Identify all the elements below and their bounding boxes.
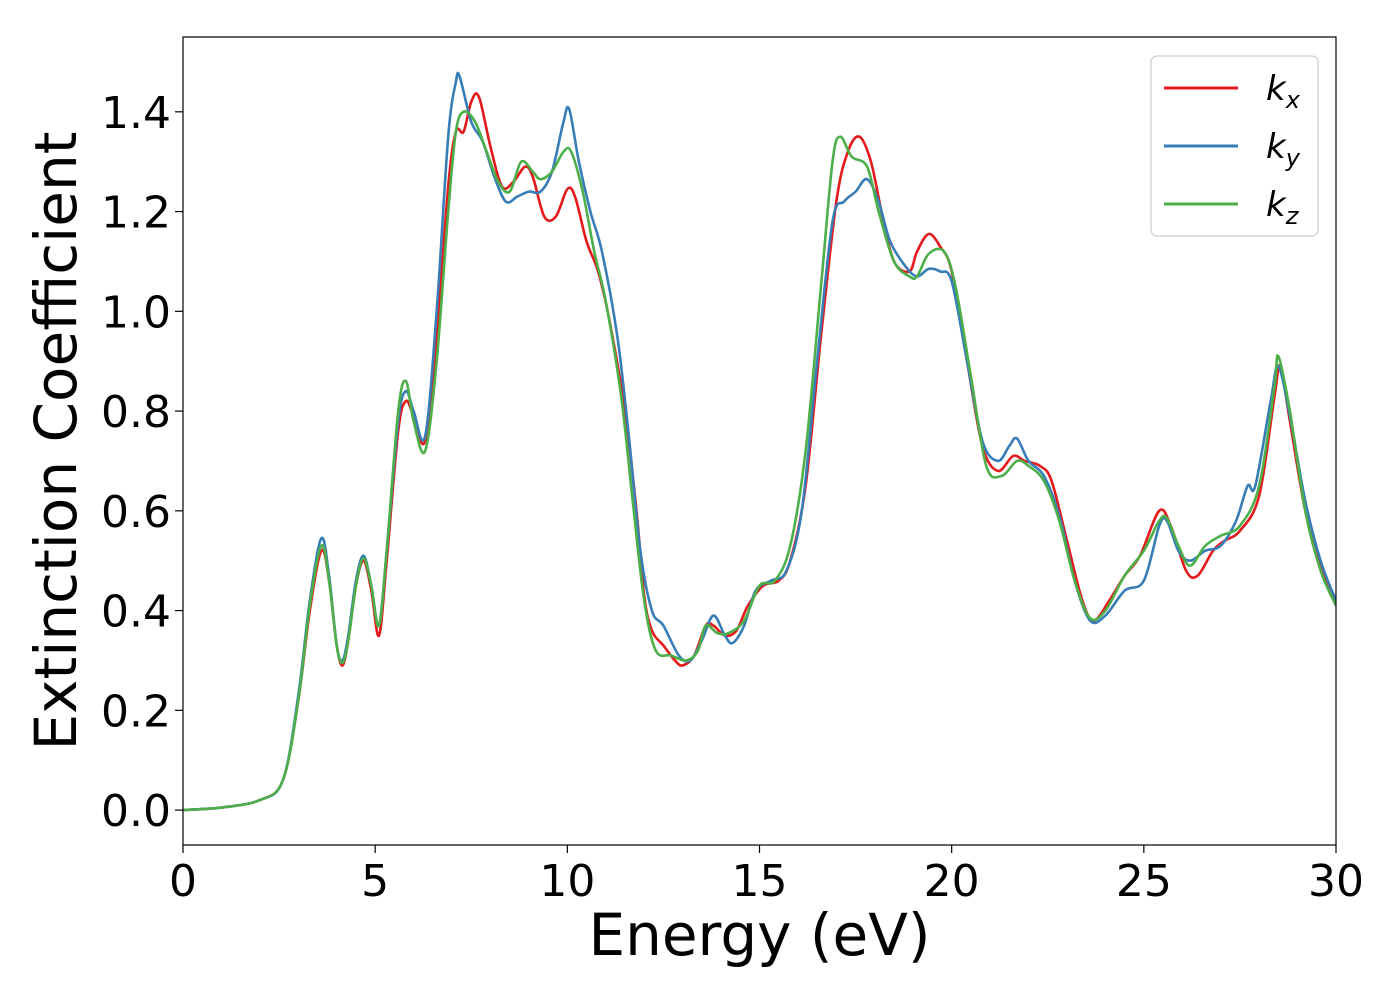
y-tick-label: 0.0 (101, 786, 171, 837)
y-tick-label: 1.2 (101, 188, 171, 239)
y-tick-label: 0.4 (101, 587, 171, 638)
legend-label-kz: kz (1266, 185, 1300, 230)
legend-label-main: k (1266, 185, 1287, 225)
y-tick-label: 1.0 (101, 287, 171, 338)
legend-label-subscript: x (1285, 86, 1301, 114)
legend-label-subscript: y (1285, 144, 1301, 172)
x-tick-label: 15 (732, 856, 788, 907)
x-tick-label: 25 (1116, 856, 1172, 907)
y-tick-label: 0.2 (101, 686, 171, 737)
legend-label-kx: kx (1266, 69, 1301, 114)
legend-label-subscript: z (1285, 202, 1300, 230)
y-tick-label: 0.6 (101, 487, 171, 538)
x-tick-label: 30 (1308, 856, 1364, 907)
x-tick-label: 20 (924, 856, 980, 907)
y-axis: 0.0 0.2 0.4 0.6 0.8 1.0 1.2 1.4 (101, 88, 183, 837)
series-layer (183, 71, 1336, 812)
series-line-kz (183, 110, 1336, 812)
y-axis-title: Extinction Coefficient (22, 132, 90, 751)
legend-label-main: k (1266, 69, 1287, 109)
y-tick-label: 0.8 (101, 387, 171, 438)
legend-label-ky: ky (1266, 127, 1301, 172)
x-axis: 0 5 10 15 20 25 30 (169, 845, 1364, 907)
legend-label-main: k (1266, 127, 1287, 167)
x-tick-label: 10 (539, 856, 595, 907)
y-tick-label: 1.4 (101, 88, 171, 139)
x-tick-label: 5 (361, 856, 389, 907)
x-tick-label: 0 (169, 856, 197, 907)
plot-area (183, 37, 1336, 845)
x-axis-title: Energy (eV) (588, 901, 930, 969)
